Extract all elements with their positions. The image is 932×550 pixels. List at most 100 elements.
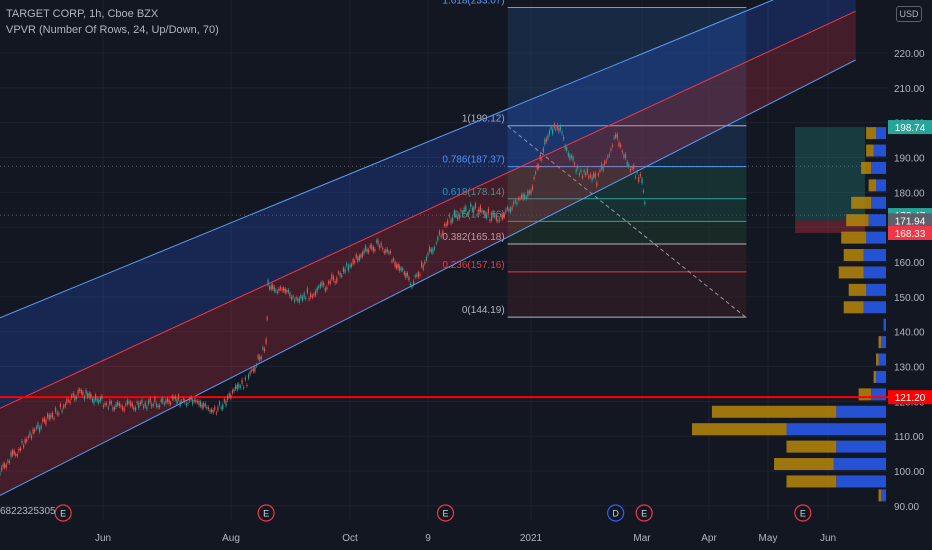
candle-body — [573, 163, 576, 165]
candle-body — [530, 190, 532, 194]
earnings-marker[interactable] — [257, 504, 275, 522]
candle-body — [621, 150, 623, 153]
volume-profile-down-bar — [838, 266, 864, 279]
candle-body — [51, 412, 54, 418]
price-label-badge — [888, 390, 932, 405]
candle-body — [437, 236, 439, 241]
candle-body — [484, 212, 486, 217]
candle-body — [397, 263, 399, 269]
price-label-badge — [888, 120, 932, 135]
earnings-marker[interactable] — [436, 504, 455, 522]
volume-profile-down-bar — [846, 214, 869, 227]
fib-zone — [507, 221, 747, 244]
candle-body — [555, 128, 557, 131]
volume-profile-down-bar — [848, 283, 867, 296]
x-tick-label: Jun — [95, 533, 111, 544]
y-tick-label: 160.00 — [894, 258, 925, 269]
candle-body — [527, 191, 529, 197]
candle-body — [235, 385, 237, 390]
candle-body — [461, 212, 464, 216]
candle-body — [618, 142, 620, 147]
candle-body — [209, 410, 211, 412]
earnings-marker[interactable] — [54, 504, 72, 522]
candle-body — [263, 348, 266, 352]
volume-profile-down-bar — [774, 458, 834, 471]
indicator-title[interactable]: VPVR (Number Of Rows, 24, Up/Down, 70) — [6, 24, 219, 36]
candle-body — [151, 403, 153, 407]
dividend-marker[interactable] — [607, 504, 625, 522]
candle-body — [414, 275, 416, 278]
candle-body — [644, 202, 646, 205]
candle-body — [249, 371, 251, 375]
candle-body — [166, 398, 169, 402]
candle-body — [535, 172, 537, 174]
candle-body — [53, 418, 55, 420]
candle-body — [639, 173, 641, 177]
candle-body — [121, 406, 124, 410]
candle-body — [385, 249, 387, 253]
candle-body — [481, 210, 483, 213]
volume-profile-up-bar — [881, 336, 886, 349]
candle-body — [313, 294, 315, 296]
candle-body — [176, 399, 178, 404]
candle-body — [378, 245, 381, 249]
candle-body — [79, 389, 81, 392]
candle-body — [90, 393, 92, 398]
candle-body — [206, 406, 208, 409]
candle-body — [310, 293, 312, 298]
candle-body — [279, 287, 282, 290]
earnings-marker[interactable] — [635, 504, 653, 522]
candle-body — [559, 125, 562, 130]
candle-body — [599, 169, 601, 172]
candle-body — [138, 403, 140, 409]
candle-body — [181, 401, 183, 403]
candle-body — [502, 214, 504, 220]
candle-body — [633, 165, 635, 170]
candle-body — [201, 404, 203, 409]
volume-profile-down-bar — [861, 161, 872, 174]
channel-upper-line — [0, 0, 775, 319]
candle-body — [318, 286, 320, 288]
candle-body — [125, 404, 127, 406]
volume-profile-down-bar — [843, 301, 864, 314]
candle-body — [394, 261, 396, 267]
candle-body — [364, 245, 367, 251]
candle-body — [50, 414, 52, 419]
candle-body — [214, 406, 216, 410]
candle-body — [474, 203, 477, 208]
candle-body — [283, 287, 285, 291]
candle-body — [257, 355, 259, 359]
volume-profile-up-bar — [866, 231, 886, 244]
candle-body — [46, 414, 49, 418]
candle-body — [638, 177, 640, 182]
volume-profile-down-bar — [876, 353, 879, 366]
y-axis[interactable]: 90.00100.00110.00120.00130.00140.00150.0… — [888, 49, 932, 513]
candle-body — [2, 463, 4, 468]
candle-body — [626, 161, 628, 166]
candle-body — [152, 404, 154, 406]
candle-body — [187, 402, 189, 404]
volume-profile-down-bar — [711, 405, 837, 418]
symbol-title[interactable]: TARGET CORP, 1h, Cboe BZX — [6, 8, 159, 20]
candle-body — [275, 290, 277, 292]
candle-body — [83, 396, 86, 400]
candle-body — [120, 405, 122, 407]
x-axis[interactable]: Jun Aug Oct 9 2021 Mar Apr May Jun — [95, 533, 836, 544]
y-tick-label: 210.00 — [894, 84, 925, 95]
candle-body — [547, 135, 549, 139]
candle-body — [578, 173, 580, 176]
fib-zone — [507, 166, 747, 199]
candle-body — [0, 467, 3, 471]
candle-body — [252, 367, 254, 372]
candle-body — [463, 207, 465, 212]
candle-body — [417, 272, 419, 278]
currency-badge[interactable]: USD — [896, 6, 922, 22]
candle-body — [448, 214, 450, 217]
candle-body — [71, 395, 73, 398]
earnings-marker[interactable] — [794, 504, 812, 522]
candle-body — [141, 399, 143, 404]
candle-body — [445, 223, 447, 227]
candle-body — [165, 400, 167, 404]
